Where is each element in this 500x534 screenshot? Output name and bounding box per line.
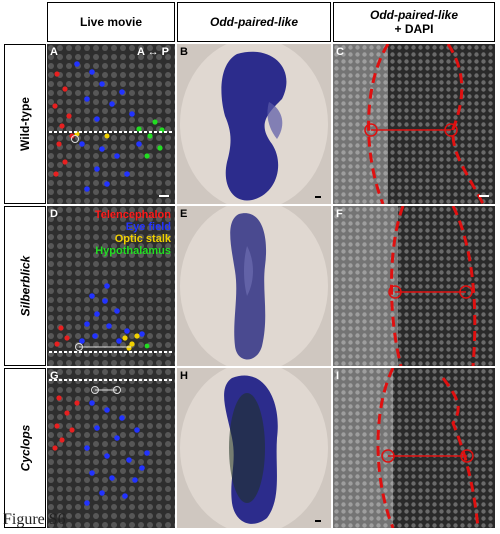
legend-telencephalon: Telencephalon [94,209,171,221]
dapi-image [333,368,495,528]
header-opl-dapi-line2: + DAPI [394,22,434,36]
panel-b: B [177,44,331,204]
panel-d: D Telencephalon Eye field Optic stalk Hy… [47,206,175,366]
legend-optic-stalk: Optic stalk [114,233,171,245]
cell-type-legend: Telencephalon Eye field Optic stalk Hypo… [47,209,171,257]
in-situ-image [180,368,328,528]
panel-i: I [333,368,495,528]
figure-label: Figure S6 [3,511,66,528]
panel-a: A A ↔ P [47,44,175,204]
live-movie-image [47,44,175,204]
row-label-text: Wild-type [18,97,33,151]
live-movie-image [47,368,175,528]
row-label-wild-type: Wild-type [4,44,46,204]
live-movie-image [47,206,175,366]
panel-label-h: H [180,370,188,382]
panel-f: F [333,206,495,366]
panel-label-e: E [180,208,188,220]
header-opl-dapi: Odd-paired-like + DAPI [333,2,495,42]
dapi-image [333,206,495,366]
dapi-image [333,44,495,204]
legend-hypothalamus: Hypothalamus [95,245,171,257]
panel-label-b: B [180,46,188,58]
panel-label-a: A [50,46,58,58]
panel-h: H [177,368,331,528]
panel-label-d: D [50,208,58,220]
in-situ-image [180,206,328,366]
header-opl-dapi-line1: Odd-paired-like [369,8,458,22]
header-live-movie-text: Live movie [79,15,143,29]
in-situ-image [180,44,328,204]
legend-eye-field: Eye field [125,221,171,233]
row-label-text: Cyclops [18,424,32,472]
panel-g: G [47,368,175,528]
header-opl: Odd-paired-like [177,2,331,42]
header-opl-text: Odd-paired-like [209,15,298,29]
panel-label-f: F [336,208,343,220]
header-live-movie: Live movie [47,2,175,42]
panel-label-i: I [336,370,340,382]
panel-c: C [333,44,495,204]
panel-label-g: G [50,370,59,382]
panel-e: E [177,206,331,366]
axis-label-a-p: A ↔ P [137,46,169,58]
row-label-cyclops: Cyclops [4,368,46,528]
panel-label-c: C [336,46,344,58]
row-label-text: Silberblick [18,255,33,317]
row-label-silberblick: Silberblick [4,206,46,366]
